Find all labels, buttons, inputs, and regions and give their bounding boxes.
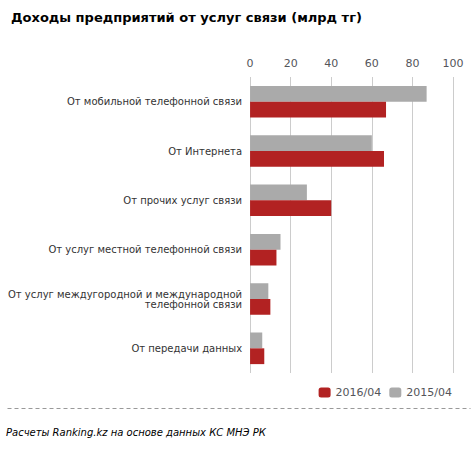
svg-text:От мобильной телефонной связи: От мобильной телефонной связи <box>67 96 242 107</box>
svg-text:40: 40 <box>324 57 338 70</box>
svg-text:100: 100 <box>443 57 464 70</box>
svg-text:От услуг местной телефонной св: От услуг местной телефонной связи <box>48 244 242 255</box>
svg-text:2016/04: 2016/04 <box>336 386 382 399</box>
svg-text:Доходы предприятий от услуг св: Доходы предприятий от услуг связи (млрд … <box>11 10 362 25</box>
svg-text:2015/04: 2015/04 <box>406 386 452 399</box>
svg-text:60: 60 <box>365 57 379 70</box>
svg-text:От передачи данных: От передачи данных <box>131 343 242 354</box>
svg-text:От прочих услуг связи: От прочих услуг связи <box>123 195 242 206</box>
svg-text:телефонной связи: телефонной связи <box>145 299 242 310</box>
svg-text:80: 80 <box>405 57 419 70</box>
svg-text:0: 0 <box>247 57 254 70</box>
svg-text:20: 20 <box>284 57 298 70</box>
svg-text:Расчеты Ranking.kz на основе д: Расчеты Ranking.kz на основе данных КС М… <box>6 427 267 438</box>
svg-text:От Интернета: От Интернета <box>168 146 242 157</box>
svg-text:От услуг междугородной и между: От услуг междугородной и международной <box>8 288 243 300</box>
